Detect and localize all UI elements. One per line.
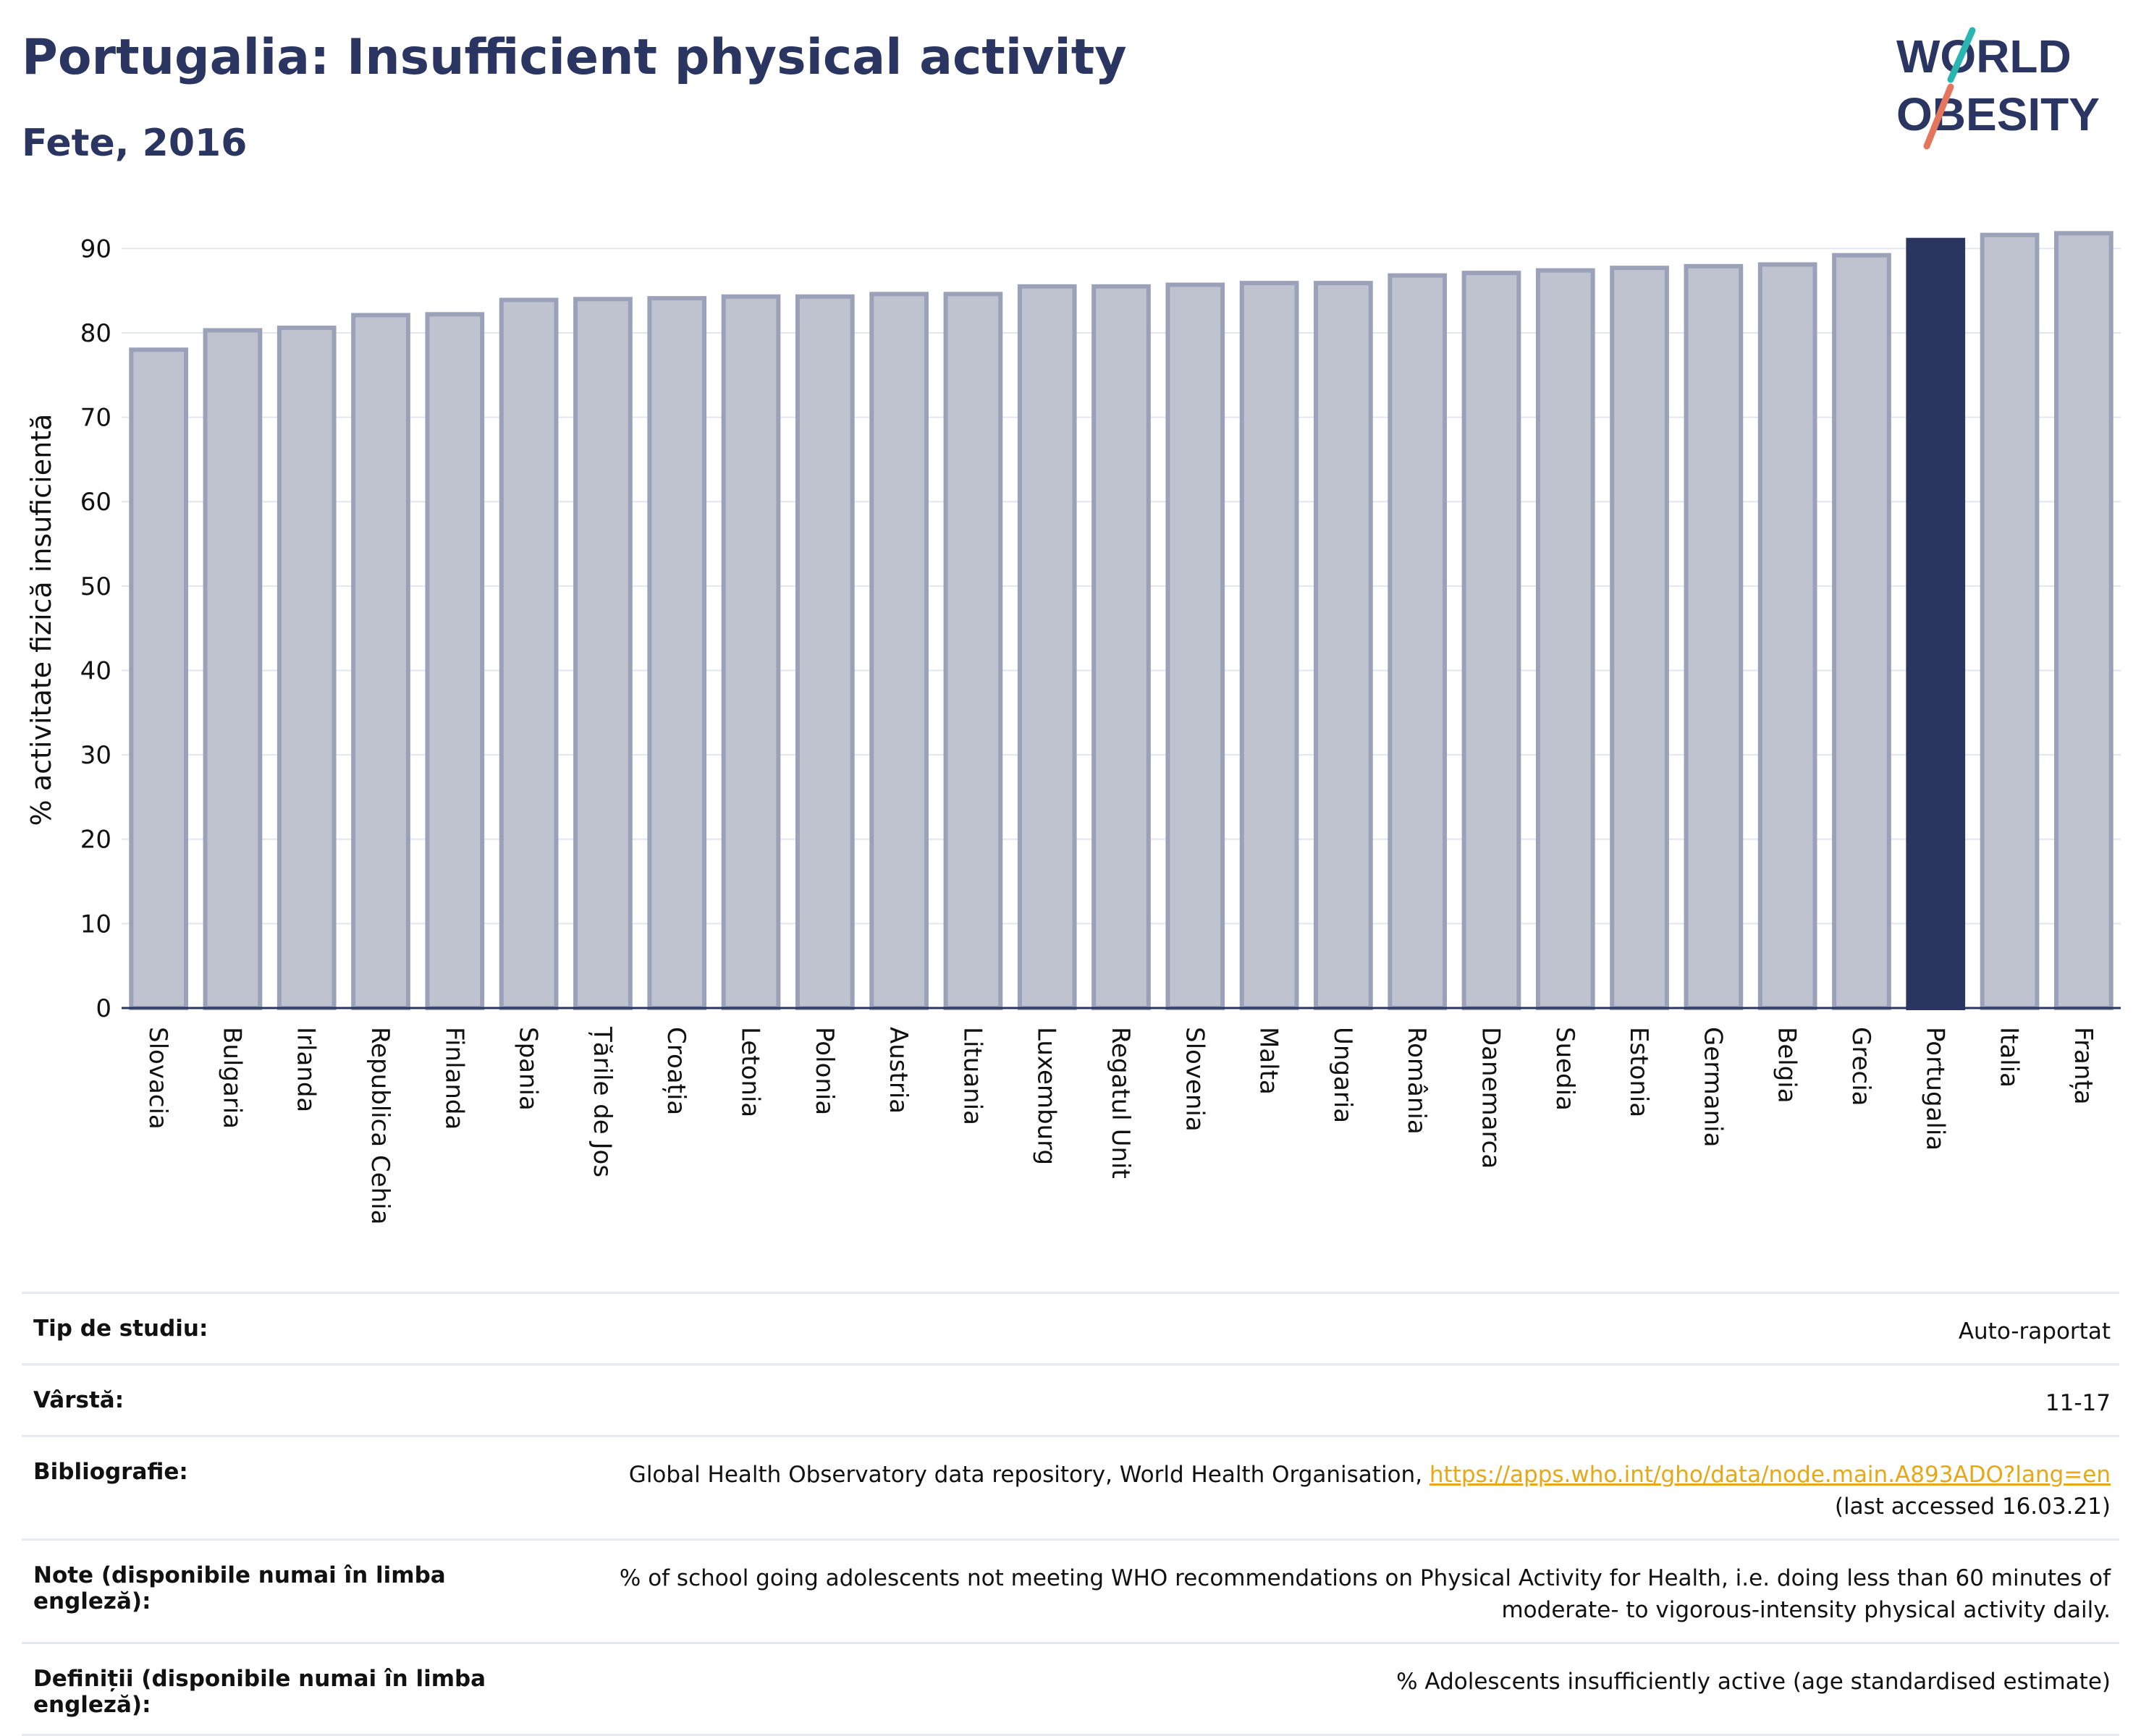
- y-tick-label: 20: [80, 826, 111, 855]
- x-tick-label: Croația: [662, 1027, 691, 1115]
- x-tick-label: România: [1402, 1027, 1431, 1135]
- info-label: Vârstă:: [33, 1387, 124, 1413]
- y-tick-label: 0: [96, 994, 111, 1023]
- x-tick-label: Italia: [1995, 1027, 2024, 1088]
- page-subtitle: Fete, 2016: [22, 122, 248, 165]
- bar-țările-de-jos: [573, 297, 633, 1011]
- bar-grecia: [1832, 253, 1891, 1011]
- bar-malta: [1239, 281, 1299, 1010]
- x-tick-label: Belgia: [1773, 1027, 1802, 1104]
- bar-chart: 0 10 20 30 40 50 60 70 80 90 % activitate fizică i…: [25, 231, 2121, 1224]
- x-tick-label: Bulgaria: [217, 1027, 246, 1129]
- logo-line2: OBESITY: [1896, 88, 2100, 140]
- bar-finlanda: [425, 312, 485, 1010]
- x-tick-label: Finlanda: [439, 1027, 468, 1130]
- bar-croația: [647, 296, 707, 1010]
- x-tick-label: Polonia: [810, 1027, 839, 1115]
- info-value: % of school going adolescents not meetin…: [619, 1565, 2111, 1623]
- x-tick-label: Austria: [884, 1027, 913, 1114]
- bar-suedia: [1535, 268, 1595, 1010]
- bar-spania: [499, 297, 559, 1011]
- y-tick-label: 80: [80, 319, 111, 348]
- x-tick-label: Estonia: [1624, 1027, 1653, 1117]
- bar-slovenia: [1165, 282, 1225, 1010]
- info-value: % Adolescents insufficiently active (age…: [1396, 1669, 2111, 1695]
- info-label: Tip de studiu:: [33, 1316, 208, 1342]
- x-tick-label: Slovacia: [143, 1027, 172, 1130]
- info-value: Global Health Observatory data repositor…: [628, 1462, 2111, 1520]
- x-tick-label: Letonia: [736, 1027, 765, 1117]
- bar-românia: [1388, 273, 1448, 1010]
- bar-polonia: [795, 294, 855, 1011]
- bar-danemarca: [1461, 271, 1521, 1010]
- bar-irlanda: [276, 325, 337, 1011]
- info-row-bibliography: Bibliografie: Global Health Observatory …: [22, 1435, 2119, 1538]
- bar-luxemburg: [1017, 284, 1077, 1011]
- x-tick-label: Republica Cehia: [366, 1027, 394, 1224]
- page-title: Portugalia: Insufficient physical activi…: [22, 29, 1127, 86]
- x-tick-label: Suedia: [1550, 1027, 1579, 1111]
- bar-letonia: [721, 294, 781, 1011]
- info-row-age: Vârstă: 11-17: [22, 1363, 2119, 1435]
- y-tick-label: 50: [80, 572, 111, 601]
- y-tick-label: 90: [80, 234, 111, 263]
- x-tick-label: Regatul Unit: [1106, 1027, 1135, 1179]
- x-tick-label: Portugalia: [1920, 1027, 1949, 1151]
- x-tick-label: Grecia: [1846, 1027, 1875, 1106]
- y-tick-label: 60: [80, 488, 111, 517]
- bar-germania: [1684, 263, 1744, 1010]
- y-tick-label: 70: [80, 404, 111, 433]
- bar-lituania: [943, 292, 1003, 1010]
- y-tick-label: 30: [80, 741, 111, 770]
- bar-portugalia: [1906, 237, 1966, 1010]
- info-row-study-type: Tip de studiu: Auto-raportat: [22, 1292, 2119, 1363]
- info-value: Auto-raportat: [1958, 1318, 2111, 1345]
- bar-republica-cehia: [351, 313, 410, 1011]
- x-tick-label: Danemarca: [1476, 1027, 1505, 1169]
- bar-estonia: [1610, 266, 1669, 1011]
- bar-slovacia: [129, 347, 188, 1011]
- x-tick-label: Luxemburg: [1032, 1027, 1061, 1165]
- bar-ungaria: [1314, 281, 1373, 1010]
- source-link[interactable]: https://apps.who.int/gho/data/node.main.…: [1429, 1462, 2111, 1488]
- x-tick-label: Germania: [1698, 1027, 1727, 1147]
- info-label: Definiții (disponibile numai în limba en…: [33, 1666, 486, 1718]
- bar-bulgaria: [203, 328, 263, 1011]
- x-tick-label: Spania: [514, 1027, 543, 1111]
- info-label: Note (disponibile numai în limba engleză…: [33, 1562, 446, 1614]
- world-obesity-logo: WORLD OBESITY: [1896, 27, 2100, 150]
- bar-austria: [869, 292, 929, 1010]
- bar-italia: [1980, 232, 2040, 1011]
- info-table: Tip de studiu: Auto-raportat Vârstă: 11-…: [22, 1292, 2119, 1736]
- y-tick-label: 10: [80, 910, 111, 939]
- bar-franța: [2054, 231, 2113, 1010]
- y-axis-label: % activitate fizică insuficientă: [25, 414, 57, 826]
- info-row-notes: Note (disponibile numai în limba engleză…: [22, 1538, 2119, 1642]
- x-tick-label: Irlanda: [292, 1027, 321, 1112]
- x-tick-label: Slovenia: [1180, 1027, 1209, 1132]
- info-label: Bibliografie:: [33, 1459, 188, 1485]
- y-tick-label: 40: [80, 656, 111, 685]
- info-value: 11-17: [2045, 1390, 2111, 1416]
- logo-line1: WORLD: [1896, 30, 2072, 82]
- x-tick-label: Țările de Jos: [588, 1026, 617, 1177]
- x-tick-label: Ungaria: [1328, 1027, 1357, 1123]
- bar-regatul-unit: [1091, 284, 1151, 1011]
- x-tick-label: Malta: [1254, 1027, 1283, 1095]
- x-tick-label: Lituania: [958, 1027, 987, 1125]
- x-tick-label: Franța: [2069, 1027, 2098, 1105]
- bar-belgia: [1757, 262, 1817, 1011]
